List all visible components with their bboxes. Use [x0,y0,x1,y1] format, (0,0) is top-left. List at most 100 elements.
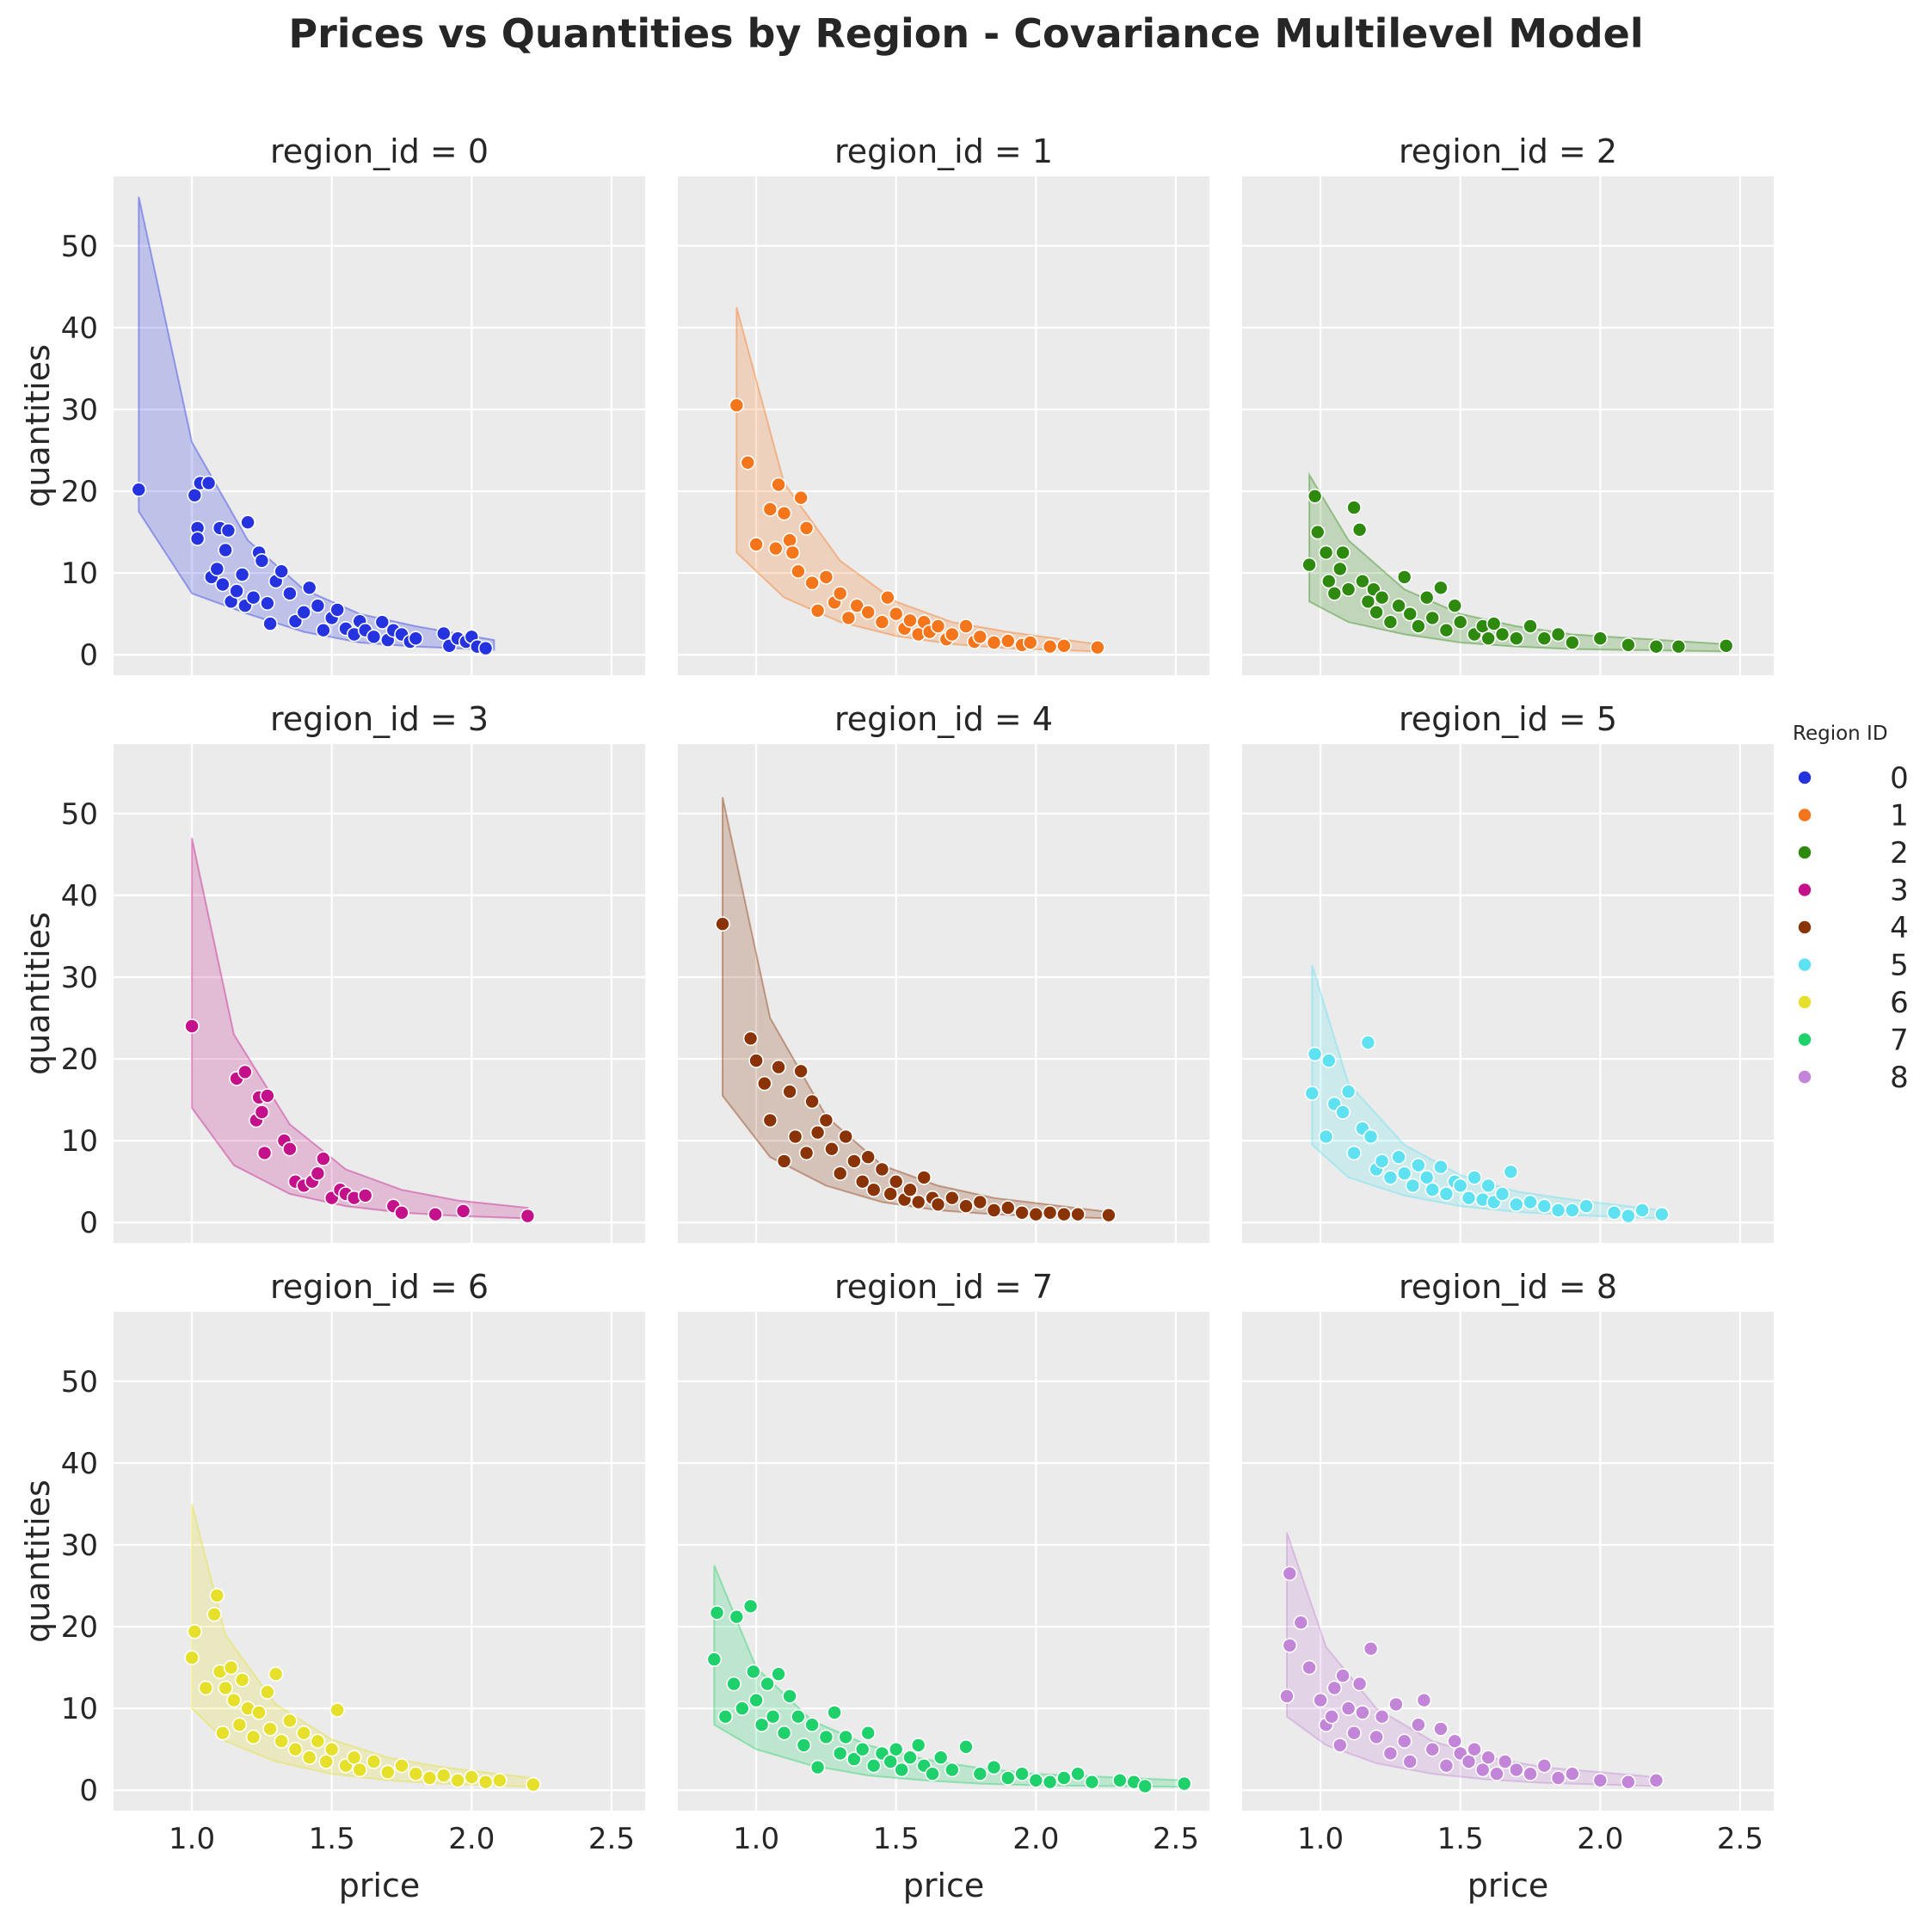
y-tick-label: 10 [61,557,98,591]
scatter-point [1592,631,1609,647]
scatter-point [849,598,865,614]
scatter-point [1084,1774,1100,1790]
scatter-point [1346,500,1362,515]
scatter-point [1438,1757,1455,1774]
scatter-point [1523,618,1538,634]
scatter-point [767,540,784,557]
scatter-point [776,505,792,521]
scatter-point [282,586,298,601]
scatter-point [428,1206,443,1222]
scatter-point [888,1741,904,1757]
scatter-point [1340,1701,1357,1716]
scatter-point [715,916,730,932]
scatter-point [1028,1206,1044,1222]
scatter-point [894,1762,909,1778]
scatter-point [1550,1770,1566,1786]
panel-region-8: region_id = 8 1.0 1.5 2.0 2.5 price [1242,1268,1774,1904]
legend-item: 5 [1797,949,1909,983]
scatter-point [1340,581,1357,598]
scatter-point [274,1733,290,1749]
scatter-point [1042,1205,1058,1221]
panel-title: region_id = 2 [1399,132,1617,170]
legend-marker [1797,1031,1812,1048]
scatter-point [1042,1774,1058,1790]
legend-marker [1797,957,1812,973]
legend-item: 7 [1797,1024,1909,1058]
scatter-point [215,1725,231,1741]
scatter-point [860,1149,877,1165]
panel-title: region_id = 6 [270,1268,489,1306]
scatter-point [1438,622,1455,638]
x-tick-label: 2.0 [1577,1822,1623,1856]
scatter-point [477,640,494,656]
scatter-point [734,1701,750,1716]
scatter-point [865,1757,882,1774]
scatter-point [717,1708,734,1725]
scatter-point [421,1770,438,1786]
scatter-point [860,604,877,620]
scatter-point [1671,638,1687,655]
scatter-point [1402,606,1418,622]
y-axis-label: quantities [19,912,57,1075]
scatter-point [748,1053,764,1068]
scatter-point [1282,1566,1298,1582]
legend-item: 4 [1797,911,1909,945]
scatter-point [1321,1053,1337,1068]
scatter-point [748,537,764,552]
scatter-point [1070,1766,1086,1781]
x-tick-label: 2.0 [1012,1822,1059,1856]
legend-marker [1797,920,1812,935]
scatter-point [726,1676,741,1692]
scatter-point [748,1692,764,1708]
panel-title: region_id = 4 [834,700,1053,738]
scatter-point [464,1769,480,1785]
panel-region-4: region_id = 4 [678,700,1209,1243]
scatter-point [944,1190,960,1206]
scatter-point [827,1705,842,1720]
scatter-point [883,1754,898,1769]
y-tick-label: 0 [79,1774,98,1808]
scatter-point [198,1680,214,1696]
y-tick-label: 20 [61,1610,98,1645]
scatter-point [1461,1190,1477,1206]
scatter-point [329,1702,346,1718]
scatter-point [958,618,974,634]
scatter-point [782,1689,797,1704]
scatter-point [492,1773,508,1788]
scatter-point [282,1713,298,1729]
scatter-point [1137,1778,1153,1794]
scatter-point [1418,1170,1435,1185]
y-tick-label: 40 [61,879,98,914]
panel-background [114,744,645,1243]
scatter-point [776,1153,792,1169]
scatter-point [1363,1129,1379,1145]
panel-region-0: region_id = 0 0 10 20 30 40 50 quantities [19,132,645,675]
scatter-point [187,487,203,503]
scatter-point [972,1766,988,1781]
scatter-point [1606,1205,1622,1221]
scatter-point [791,1708,806,1725]
legend-label: 3 [1890,874,1909,908]
panel-region-5: region_id = 5 [1242,700,1774,1243]
panel-title: region_id = 1 [834,132,1053,170]
scatter-point [1070,1206,1086,1222]
scatter-point [902,1182,918,1197]
x-tick-label: 1.0 [733,1822,779,1856]
legend-item: 6 [1797,986,1909,1020]
scatter-point [1447,1733,1462,1749]
panel-background [678,744,1209,1243]
scatter-point [251,1705,267,1720]
scatter-point [986,1759,1002,1775]
scatter-point [740,454,756,471]
scatter-point [1307,488,1323,504]
scatter-point [1090,639,1105,655]
scatter-point [838,1129,854,1145]
scatter-point [1014,1766,1030,1781]
scatter-point [323,1741,340,1757]
panel-title: region_id = 7 [834,1268,1053,1306]
scatter-point [986,635,1002,650]
scatter-point [787,1129,803,1145]
scatter-point [1310,524,1326,540]
x-tick-label: 2.5 [588,1822,635,1856]
